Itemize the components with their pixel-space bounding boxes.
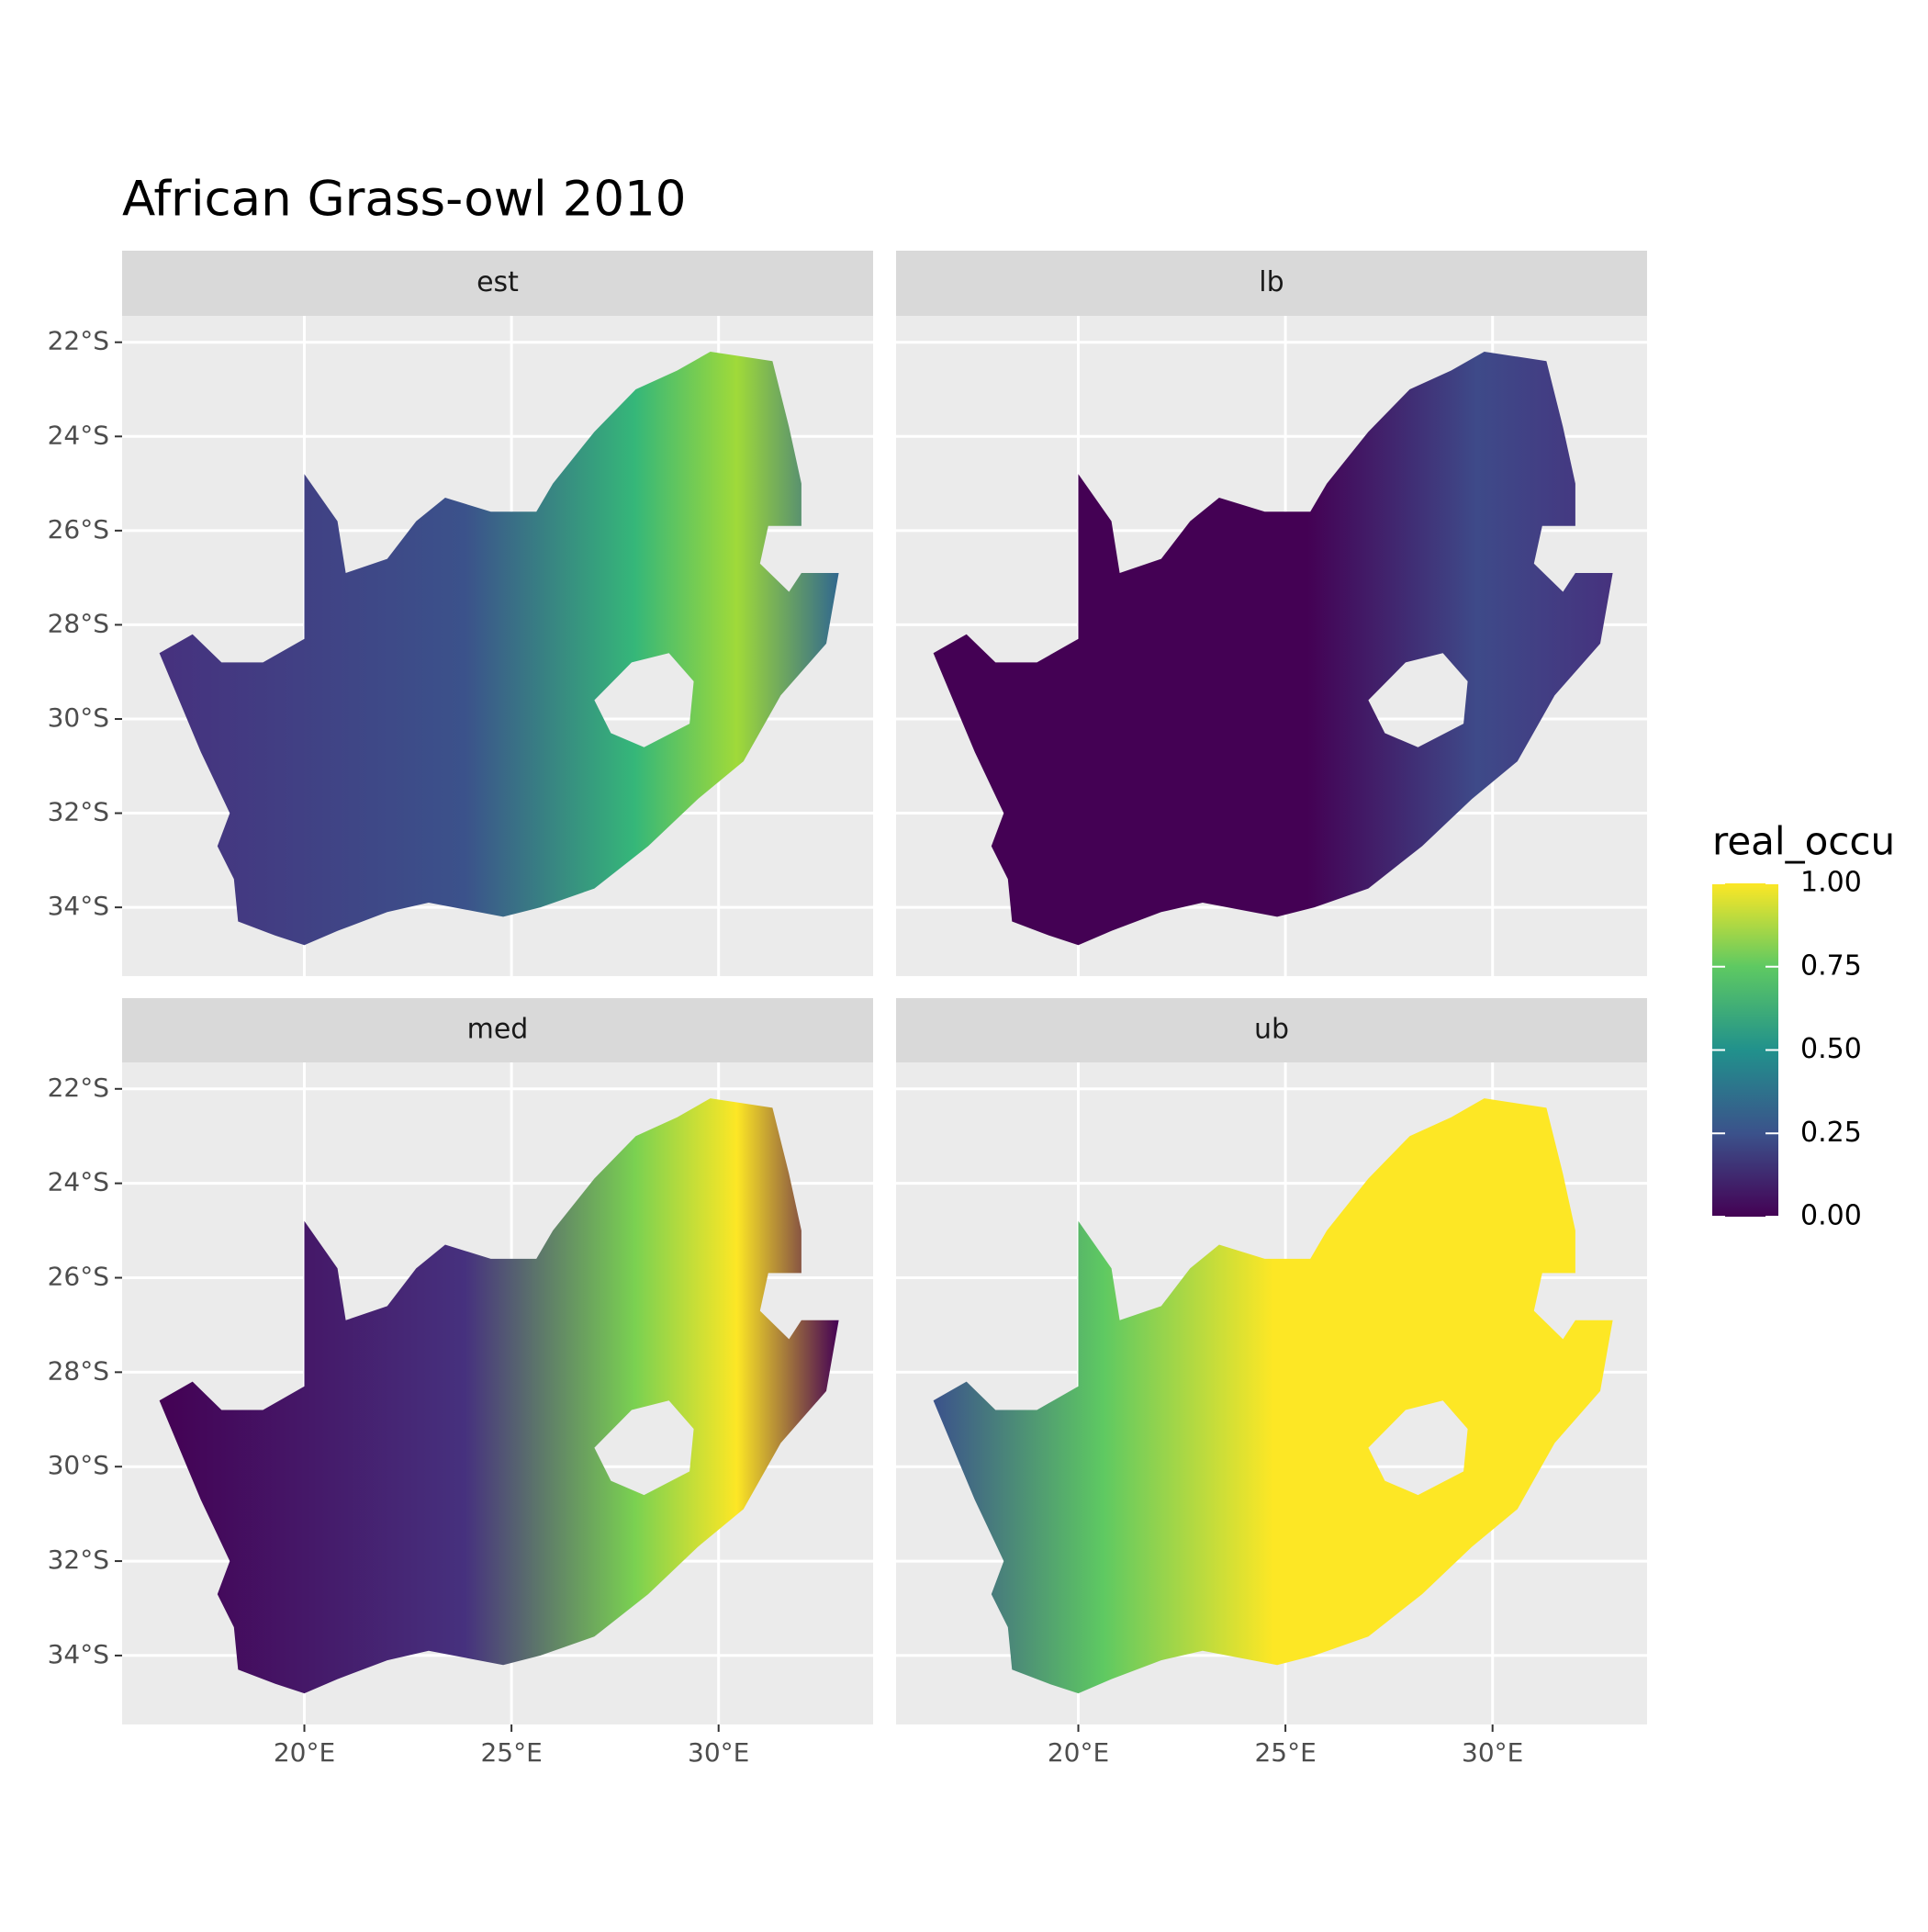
strip-label: med xyxy=(467,1014,529,1046)
strip-background xyxy=(122,251,873,316)
y-tick-label: 24°S xyxy=(48,1167,109,1197)
raster-map xyxy=(933,352,1613,946)
y-tick-label: 28°S xyxy=(48,1355,109,1386)
y-tick-label: 22°S xyxy=(48,1073,109,1103)
strip-background xyxy=(896,998,1647,1062)
legend-tick-label: 0.25 xyxy=(1800,1117,1862,1149)
y-tick-label: 32°S xyxy=(48,797,109,827)
raster-map xyxy=(159,352,839,946)
y-tick-label: 34°S xyxy=(48,891,109,921)
x-tick-label: 25°E xyxy=(480,1737,542,1768)
legend-title: real_occu xyxy=(1712,819,1895,864)
y-tick-label: 24°S xyxy=(48,420,109,450)
legend-tick-label: 0.75 xyxy=(1800,949,1862,982)
strip-label: ub xyxy=(1254,1014,1289,1046)
strip-background xyxy=(896,251,1647,316)
y-tick-label: 30°S xyxy=(48,1450,109,1480)
y-tick-label: 28°S xyxy=(48,608,109,638)
y-tick-label: 32°S xyxy=(48,1544,109,1575)
y-tick-label: 26°S xyxy=(48,514,109,545)
strip-label: est xyxy=(476,266,519,298)
x-tick-label: 20°E xyxy=(274,1737,335,1768)
x-tick-label: 25°E xyxy=(1254,1737,1316,1768)
legend-tick-label: 0.50 xyxy=(1800,1033,1862,1065)
y-tick-label: 30°S xyxy=(48,702,109,733)
x-tick-label: 30°E xyxy=(1462,1737,1523,1768)
x-tick-label: 30°E xyxy=(688,1737,749,1768)
x-tick-label: 20°E xyxy=(1048,1737,1109,1768)
chart-title: African Grass-owl 2010 xyxy=(122,172,687,228)
y-tick-label: 34°S xyxy=(48,1639,109,1669)
raster-map xyxy=(933,1098,1613,1694)
strip-background xyxy=(122,998,873,1062)
raster-map xyxy=(159,1098,839,1694)
strip-label: lb xyxy=(1259,266,1283,298)
legend-tick-label: 1.00 xyxy=(1800,867,1862,899)
legend-tick-label: 0.00 xyxy=(1800,1200,1862,1232)
y-tick-label: 26°S xyxy=(48,1262,109,1292)
y-tick-label: 22°S xyxy=(48,326,109,356)
